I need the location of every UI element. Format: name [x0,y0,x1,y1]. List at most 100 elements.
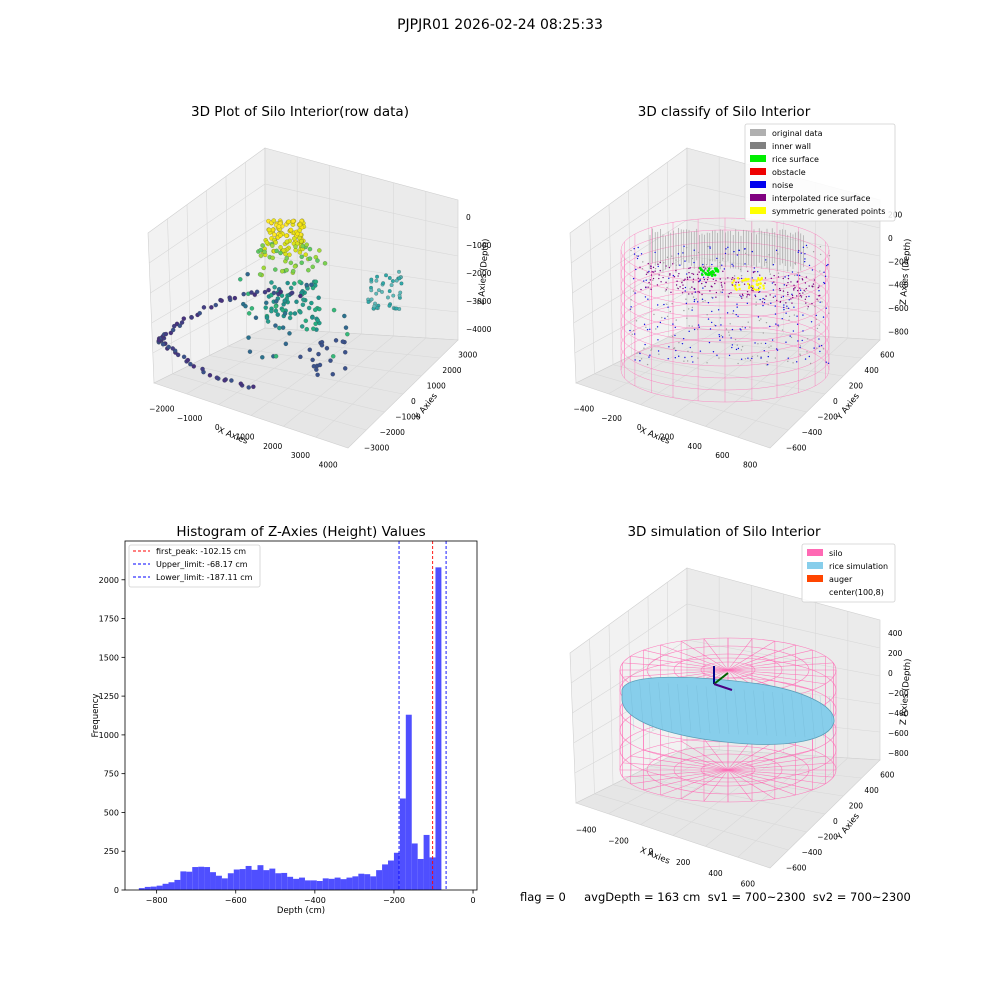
data-point [725,248,727,250]
data-point [314,367,319,372]
data-point [702,287,704,289]
data-point [771,282,774,284]
data-point [804,358,807,360]
data-point [311,364,317,369]
data-point [706,314,708,316]
data-point [763,301,766,304]
z-axis-label: Z Axies (Depth) [477,238,492,305]
data-point [238,381,244,386]
data-point [654,267,657,270]
data-point [394,306,399,311]
data-point [659,269,661,272]
x-tick-label: 2000 [263,442,282,451]
y-tick-label: 250 [104,847,119,856]
data-point [687,350,689,353]
data-point [774,313,777,315]
data-point [792,296,794,299]
data-point [315,372,320,377]
data-point [721,286,723,288]
histogram-bar [150,886,157,890]
data-point [340,339,346,344]
data-point [715,291,718,294]
data-point [786,305,788,307]
data-point [201,305,207,310]
data-point [258,247,263,253]
data-point [200,366,205,372]
data-point [660,281,662,283]
simulation-legend-swatch [807,549,823,556]
data-point [686,317,688,319]
data-point [762,332,765,334]
data-point [769,325,771,328]
data-point [693,261,695,264]
auger-arm-2 [713,683,733,691]
data-point [805,276,808,278]
histogram-bar [186,871,193,890]
data-point [780,296,783,299]
data-point [681,281,683,284]
data-point [284,256,289,261]
data-point [273,267,278,272]
data-point [343,325,349,330]
y-tick-label: 400 [864,786,879,795]
data-point [787,357,789,359]
data-point [707,276,709,278]
data-point [668,266,671,269]
data-point [737,315,739,317]
z-tick-label: −400 [888,281,909,290]
z-tick-label: −400 [888,709,909,718]
data-point [671,255,673,257]
data-point [269,280,274,285]
data-point [287,252,292,257]
data-point [273,354,279,359]
data-point [796,361,798,363]
data-point [736,254,739,256]
classify-legend-swatch [750,168,766,175]
data-point [750,286,752,289]
data-point [722,289,724,291]
data-point [317,362,323,368]
data-point [691,286,693,288]
histogram-bar [328,878,335,890]
data-point [733,250,735,253]
histogram-bar [198,866,205,890]
data-point [785,302,787,304]
data-point [652,277,655,280]
histogram-bar [281,872,288,890]
data-point [640,358,643,360]
data-point [707,318,710,320]
data-point [270,227,276,233]
histogram-bar [376,870,383,890]
data-point [800,252,802,254]
histogram-bar [346,877,353,890]
data-point [775,348,778,350]
data-point [799,354,801,357]
data-point [746,302,749,305]
y-tick-label: 0 [411,397,416,406]
data-point [824,275,827,277]
data-point [742,294,744,297]
x-tick-label: 0 [470,896,475,905]
data-point [278,233,283,238]
data-point [261,265,266,271]
data-point [287,331,292,336]
x-tick-label: 400 [688,442,703,451]
data-point [675,259,677,261]
data-point [799,345,802,347]
data-point [783,308,785,311]
data-point [246,311,252,316]
data-point [645,326,647,328]
data-point [751,285,755,288]
data-point [295,231,300,237]
data-point [293,244,298,249]
data-point [303,252,308,257]
data-point [751,357,753,360]
data-point [749,359,752,362]
data-point [743,283,746,285]
histogram-bar [310,880,317,890]
data-point [753,267,756,269]
data-point [671,335,674,338]
y-tick-label: 2000 [442,366,461,375]
data-point [674,334,676,337]
